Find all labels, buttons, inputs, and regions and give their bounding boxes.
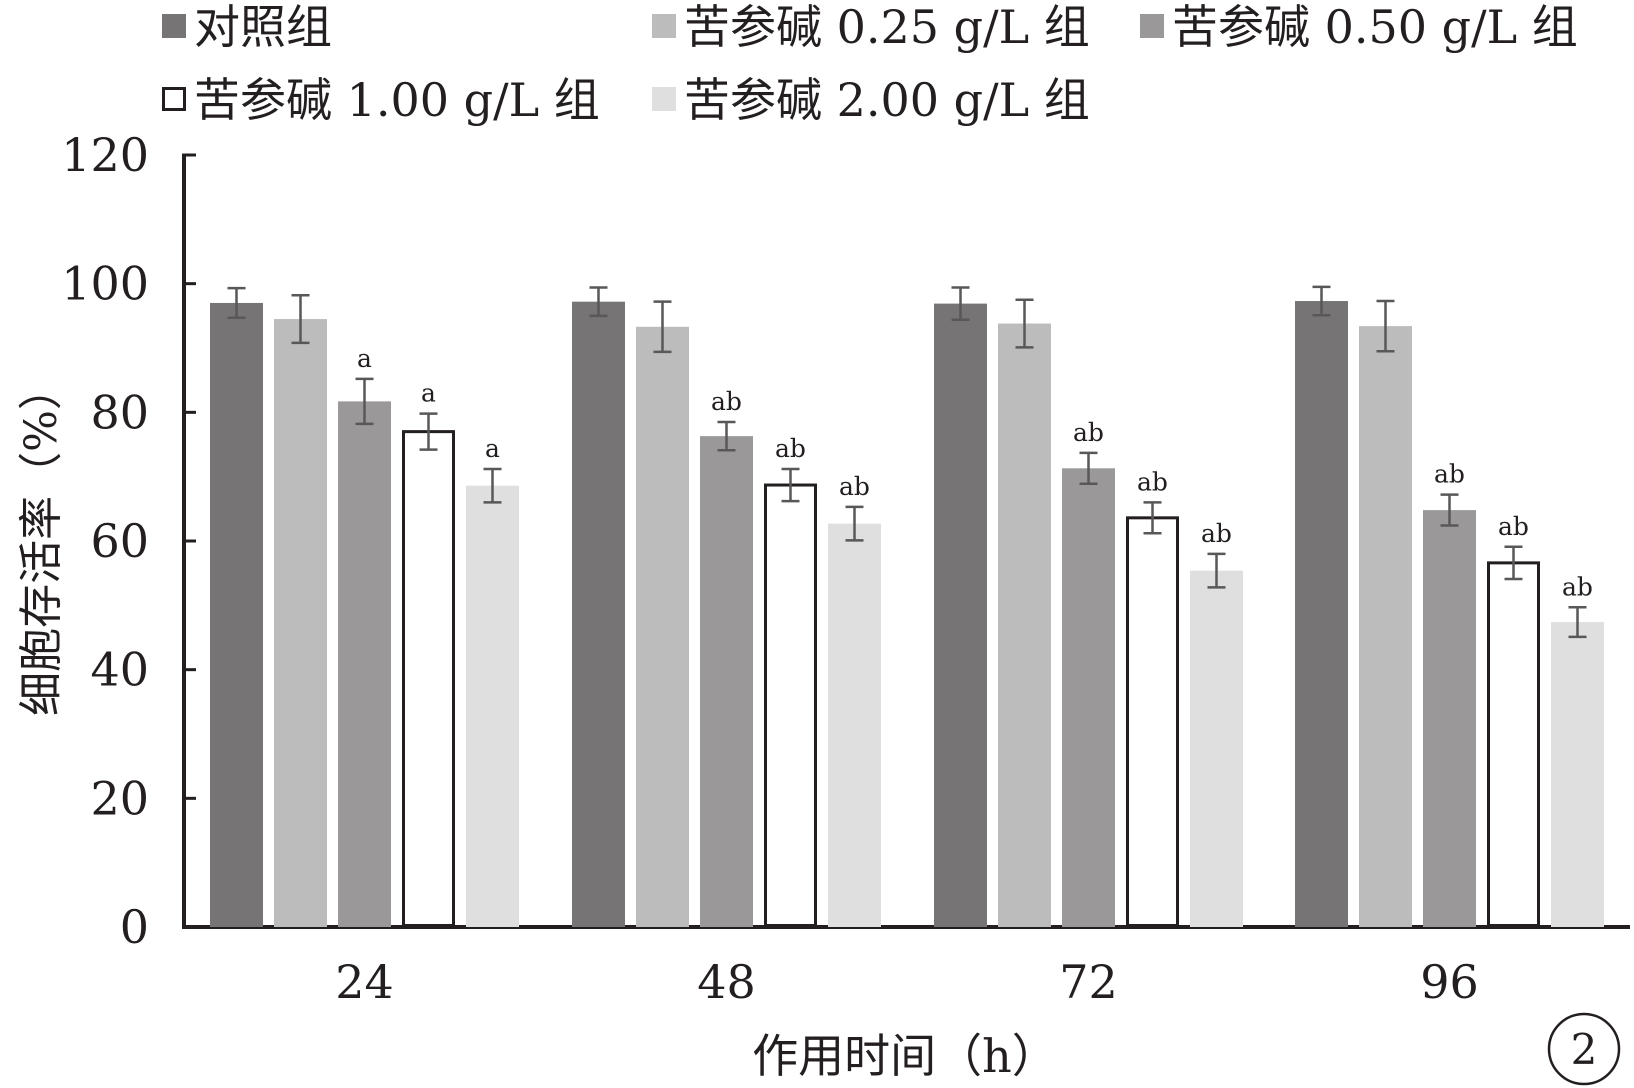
- bar: [572, 301, 625, 927]
- bar-series: a ab ab ab a ab ab ab a ab ab ab: [210, 285, 1604, 928]
- bar: [210, 302, 263, 927]
- y-tick-label: 80: [90, 385, 149, 439]
- significance-label: ab: [711, 387, 742, 416]
- error-bar: [419, 412, 438, 451]
- significance-label: ab: [1073, 418, 1104, 447]
- legend-item: 苦参碱 0.50 g/L 组: [1140, 0, 1578, 54]
- bar: [1551, 622, 1604, 927]
- y-tick-label: 120: [61, 128, 149, 182]
- y-tick-label: 40: [90, 643, 149, 697]
- error-bar: [951, 286, 970, 321]
- bar: [1126, 516, 1179, 928]
- bar: [1423, 510, 1476, 927]
- y-tick-label: 20: [90, 771, 149, 825]
- x-tick-label: 96: [1420, 955, 1479, 1009]
- significance-label: ab: [775, 434, 806, 463]
- series-5: a ab ab ab: [466, 434, 1604, 927]
- legend-item: 苦参碱 2.00 g/L 组: [652, 73, 1090, 127]
- error-bar: [1568, 606, 1587, 639]
- bar: [402, 430, 455, 927]
- bar: [466, 485, 519, 927]
- bar: [636, 326, 689, 927]
- significance-label: ab: [1201, 519, 1232, 548]
- bar: [1295, 301, 1348, 928]
- legend-item: 对照组: [162, 0, 332, 54]
- bar: [1487, 561, 1540, 928]
- x-tick-label: 48: [697, 955, 756, 1009]
- legend-swatch: [652, 14, 676, 38]
- error-bar: [483, 467, 502, 504]
- panel-label-text: 2: [1571, 1025, 1598, 1074]
- axes: [182, 155, 1630, 929]
- series-3: a ab ab ab: [338, 344, 1476, 927]
- error-bar: [1312, 285, 1331, 317]
- panel-label-circle: [1547, 1012, 1621, 1086]
- significance-label: ab: [839, 472, 870, 501]
- error-bar: [1207, 552, 1226, 589]
- legend-label: 对照组: [194, 0, 332, 54]
- legend-label: 苦参碱 0.25 g/L 组: [684, 0, 1090, 54]
- significance-label: ab: [1137, 467, 1168, 496]
- y-axis-ticks: 0 20 40 60 80 100 120: [61, 128, 196, 954]
- legend-label: 苦参碱 1.00 g/L 组: [194, 73, 600, 127]
- error-bar: [1079, 451, 1098, 485]
- error-bar: [291, 293, 310, 345]
- error-bar: [653, 300, 672, 354]
- panel-label: 2: [1547, 1012, 1621, 1086]
- bar: [934, 303, 987, 927]
- error-bar: [781, 467, 800, 503]
- x-axis-label: 作用时间（h）: [752, 1029, 1058, 1083]
- legend-label: 苦参碱 0.50 g/L 组: [1172, 0, 1578, 54]
- error-bar: [227, 286, 246, 320]
- bar: [1062, 468, 1115, 927]
- legend-swatch: [652, 87, 676, 111]
- bar: [1190, 570, 1243, 927]
- bar: [700, 436, 753, 927]
- error-bar: [1440, 493, 1459, 527]
- legend-swatch: [162, 87, 186, 111]
- series-4: a ab ab ab: [402, 379, 1540, 928]
- series-2: [274, 293, 1412, 927]
- significance-label: ab: [1498, 512, 1529, 541]
- bar: [828, 523, 881, 927]
- bar: [998, 323, 1051, 927]
- significance-label: a: [357, 344, 372, 373]
- error-bar: [1376, 299, 1395, 353]
- error-bar: [355, 377, 374, 426]
- significance-label: a: [485, 434, 500, 463]
- bar: [1359, 326, 1412, 927]
- y-tick-label: 100: [61, 257, 149, 311]
- bar: [338, 401, 391, 927]
- series-1: [210, 285, 1348, 928]
- legend-swatch: [1140, 14, 1164, 38]
- y-tick-label: 60: [90, 514, 149, 568]
- error-bar: [1143, 501, 1162, 535]
- y-tick-label: 0: [120, 900, 149, 954]
- legend-label: 苦参碱 2.00 g/L 组: [684, 73, 1090, 127]
- error-bar: [1504, 545, 1523, 581]
- significance-label: ab: [1562, 572, 1593, 601]
- error-bar: [845, 505, 864, 542]
- error-bar: [1015, 298, 1034, 349]
- error-bar: [589, 286, 608, 318]
- legend-item: 苦参碱 1.00 g/L 组: [162, 73, 600, 127]
- legend-swatch: [162, 14, 186, 38]
- bar: [764, 483, 817, 927]
- legend-item: 苦参碱 0.25 g/L 组: [652, 0, 1090, 54]
- x-axis-ticks: 24 48 72 96: [335, 955, 1479, 1009]
- x-tick-label: 72: [1059, 955, 1118, 1009]
- significance-label: ab: [1434, 460, 1465, 489]
- error-bar: [717, 420, 736, 452]
- x-tick-label: 24: [335, 955, 394, 1009]
- bar: [274, 319, 327, 927]
- significance-label: a: [421, 379, 436, 408]
- y-axis-label: 细胞存活率（%）: [16, 366, 67, 716]
